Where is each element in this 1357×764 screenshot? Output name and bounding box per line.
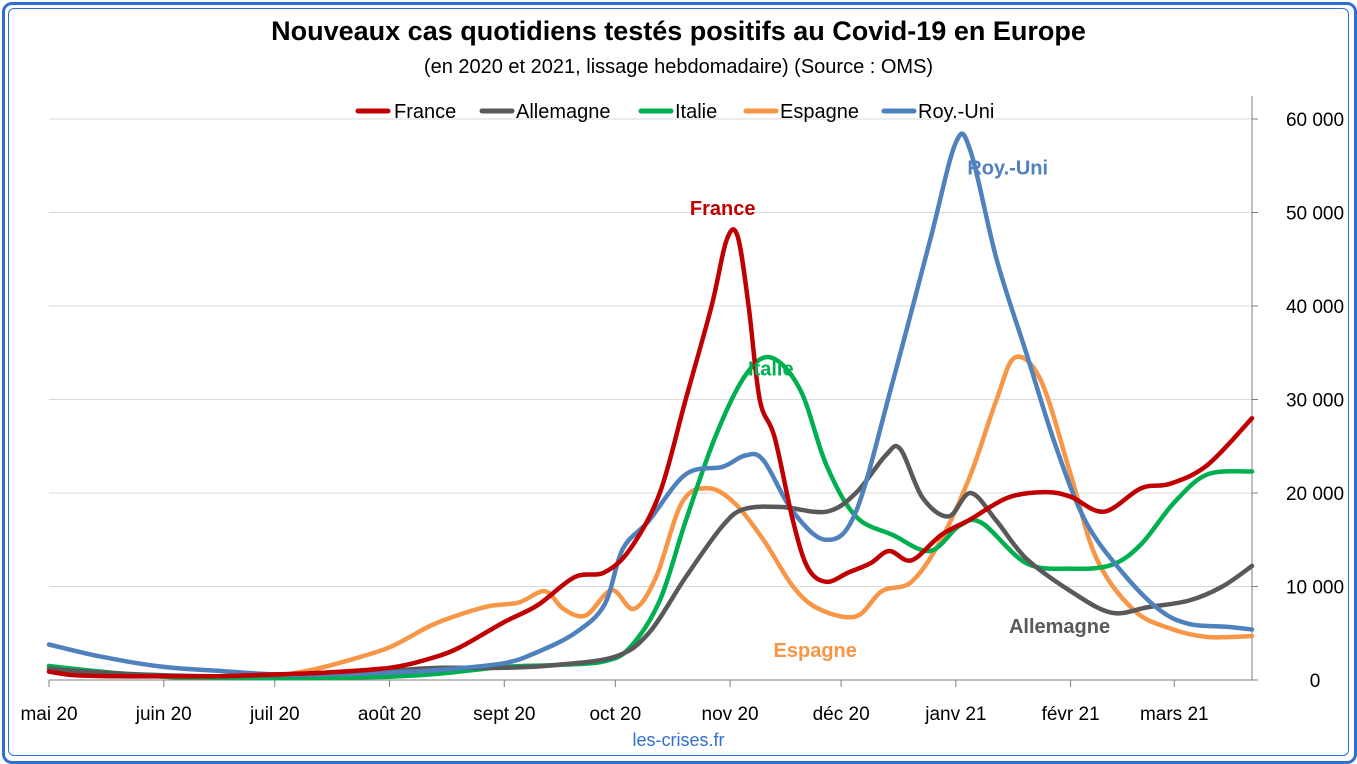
- grid-lines: [49, 118, 1252, 587]
- legend-label-italie: Italie: [675, 101, 717, 123]
- x-tick-label: déc 20: [813, 704, 870, 725]
- series-group: [46, 131, 1255, 681]
- annotation-france: France: [690, 198, 756, 220]
- x-tick-label: mai 20: [20, 704, 77, 725]
- axes: 0 10 000 20 000 30 000 40 000 50 000 60 000 mai…: [20, 96, 1344, 725]
- x-tick-label: oct 20: [589, 704, 641, 725]
- chart-frame-inner: [8, 8, 1349, 756]
- series-line-espagne: [46, 354, 1255, 679]
- legend-label-france: France: [394, 101, 456, 123]
- x-tick-label: nov 20: [702, 704, 759, 725]
- x-tick-label: févr 21: [1042, 704, 1100, 725]
- legend-label-espagne: Espagne: [780, 101, 859, 123]
- series-annotations: France Allemagne Italie Espagne Roy.-Uni: [690, 158, 1110, 662]
- legend: France Allemagne Italie Espagne Roy.-Uni: [355, 101, 994, 123]
- chart-subtitle: (en 2020 et 2021, lissage hebdomadaire) …: [423, 56, 934, 78]
- annotation-roy-uni: Roy.-Uni: [967, 158, 1048, 180]
- x-tick-label: mars 21: [1140, 704, 1209, 725]
- y-tick-label: 30 000: [1286, 391, 1344, 412]
- series-line-italie: [46, 354, 1255, 681]
- annotation-espagne: Espagne: [774, 640, 857, 662]
- annotation-allemagne: Allemagne: [1009, 616, 1110, 638]
- y-tick-label: 40 000: [1286, 297, 1344, 318]
- x-tick-label: sept 20: [473, 704, 535, 725]
- series-line-france: [46, 227, 1255, 679]
- y-tick-label: 20 000: [1286, 484, 1344, 505]
- legend-label-allemagne: Allemagne: [516, 101, 611, 123]
- series-line-roy-uni: [46, 131, 1255, 677]
- legend-label-roy-uni: Roy.-Uni: [918, 101, 994, 123]
- y-tick-label: 50 000: [1286, 204, 1344, 225]
- x-tick-label: août 20: [358, 704, 421, 725]
- x-tick-label: janv 21: [924, 704, 986, 725]
- y-tick-label: 0: [1310, 671, 1321, 692]
- y-tick-label: 10 000: [1286, 578, 1344, 599]
- annotation-italie: Italie: [748, 359, 794, 381]
- source-credit: les-crises.fr: [632, 730, 725, 750]
- x-tick-label: juil 20: [249, 704, 300, 725]
- y-tick-label: 60 000: [1286, 110, 1344, 131]
- chart-title: Nouveaux cas quotidiens testés positifs …: [271, 16, 1086, 46]
- x-tick-label: juin 20: [135, 704, 192, 725]
